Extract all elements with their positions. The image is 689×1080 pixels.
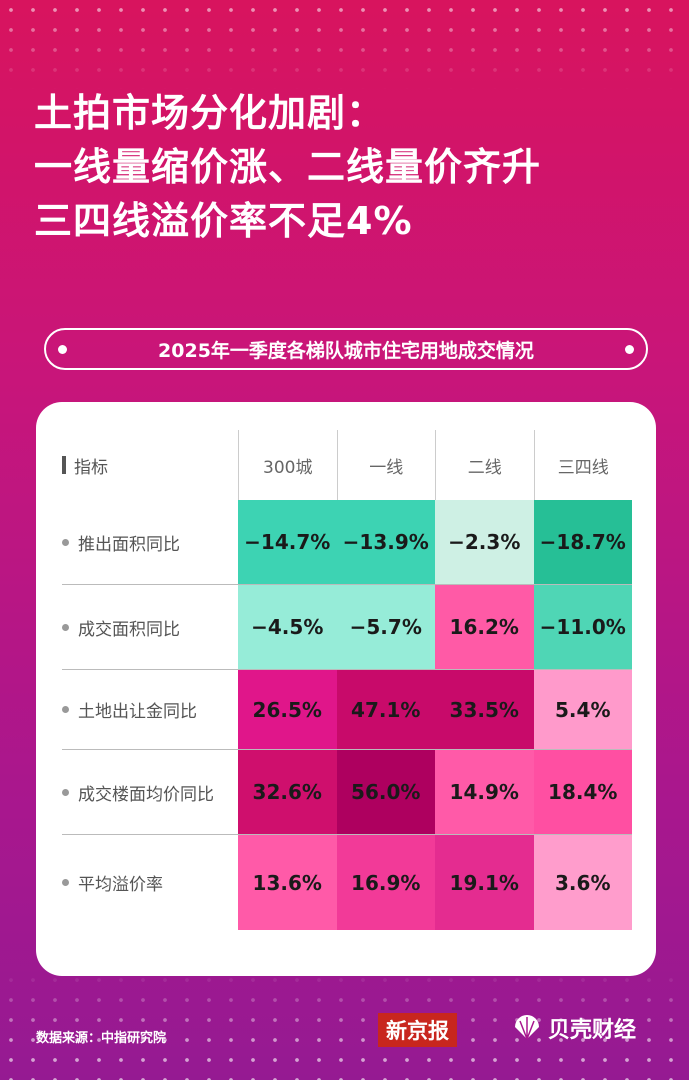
heatmap-cell: 14.9% — [435, 750, 534, 834]
row-header: 指标 — [62, 430, 238, 500]
heatmap-cell: −4.5% — [238, 585, 337, 669]
table-card: 指标 300城 一线 二线 三四线 推出面积同比 −14.7% −13.9% −2.3… — [36, 402, 656, 976]
table-row: 成交面积同比 −4.5% −5.7% 16.2% −11.0% — [62, 585, 632, 670]
column-header: 二线 — [435, 430, 534, 500]
heatmap-cell: 16.9% — [336, 835, 435, 930]
heatmap-cell: 13.6% — [238, 835, 337, 930]
heatmap-cell: −13.9% — [336, 500, 435, 584]
row-label-text: 推出面积同比 — [78, 534, 180, 555]
heatmap-cell: 26.5% — [238, 670, 337, 749]
beike-logo-text: 贝壳财经 — [548, 1018, 637, 1043]
row-label: 成交楼面均价同比 — [62, 750, 238, 834]
row-label-text: 成交楼面均价同比 — [78, 784, 214, 805]
shell-icon — [515, 1015, 539, 1040]
heatmap-cell: 5.4% — [533, 670, 632, 749]
beike-logo: 贝壳财经 — [512, 1012, 636, 1044]
table-header: 指标 300城 一线 二线 三四线 — [62, 430, 632, 500]
row-label: 成交面积同比 — [62, 585, 238, 669]
table-row: 推出面积同比 −14.7% −13.9% −2.3% −18.7% — [62, 500, 632, 585]
dot-icon — [625, 345, 634, 354]
row-label: 土地出让金同比 — [62, 670, 238, 749]
bullet-icon — [62, 623, 69, 631]
heatmap-cell: 19.1% — [435, 835, 534, 930]
heatmap-table: 指标 300城 一线 二线 三四线 推出面积同比 −14.7% −13.9% −2.3… — [62, 430, 632, 930]
heatmap-cell: 47.1% — [336, 670, 435, 749]
headline-line-1: 土拍市场分化加剧： — [34, 91, 386, 135]
dot-pattern-bottom — [0, 970, 689, 1080]
bar-icon — [62, 456, 66, 474]
data-source: 数据来源：中指研究院 — [36, 1031, 167, 1046]
xinjingbao-logo: 新京报 — [378, 1013, 457, 1047]
table-row: 成交楼面均价同比 32.6% 56.0% 14.9% 18.4% — [62, 750, 632, 835]
column-header: 一线 — [336, 430, 436, 500]
subtitle-pill: 2025年一季度各梯队城市住宅用地成交情况 — [44, 328, 648, 370]
bullet-icon — [62, 788, 69, 796]
heatmap-cell: −18.7% — [533, 500, 632, 584]
heatmap-cell: 56.0% — [336, 750, 435, 834]
table-row: 土地出让金同比 26.5% 47.1% 33.5% 5.4% — [62, 670, 632, 750]
column-header: 300城 — [238, 430, 337, 500]
row-label: 平均溢价率 — [62, 835, 238, 930]
heatmap-cell: −14.7% — [238, 500, 337, 584]
table-row: 平均溢价率 13.6% 16.9% 19.1% 3.6% — [62, 835, 632, 930]
row-header-label: 指标 — [74, 457, 108, 478]
row-label-text: 成交面积同比 — [78, 619, 180, 640]
bullet-icon — [62, 879, 69, 886]
headline-line-3: 三四线溢价率不足4% — [34, 199, 413, 243]
dot-icon — [58, 345, 67, 354]
heatmap-cell: 18.4% — [533, 750, 632, 834]
heatmap-cell: −5.7% — [336, 585, 435, 669]
heatmap-cell: 33.5% — [435, 670, 534, 749]
dot-pattern-top — [0, 0, 689, 90]
headline-line-2: 一线量缩价涨、二线量价齐升 — [34, 145, 542, 189]
heatmap-cell: −2.3% — [435, 500, 534, 584]
row-label-text: 平均溢价率 — [78, 875, 163, 895]
headline: 土拍市场分化加剧： 一线量缩价涨、二线量价齐升 三四线溢价率不足4% — [34, 86, 541, 248]
bullet-icon — [62, 538, 69, 546]
heatmap-cell: −11.0% — [533, 585, 632, 669]
subtitle-text: 2025年一季度各梯队城市住宅用地成交情况 — [158, 339, 534, 362]
heatmap-cell: 32.6% — [238, 750, 337, 834]
row-label-text: 土地出让金同比 — [78, 702, 197, 722]
column-header: 三四线 — [533, 430, 633, 500]
bullet-icon — [62, 706, 69, 713]
row-label: 推出面积同比 — [62, 500, 238, 584]
heatmap-cell: 16.2% — [435, 585, 534, 669]
heatmap-cell: 3.6% — [533, 835, 632, 930]
